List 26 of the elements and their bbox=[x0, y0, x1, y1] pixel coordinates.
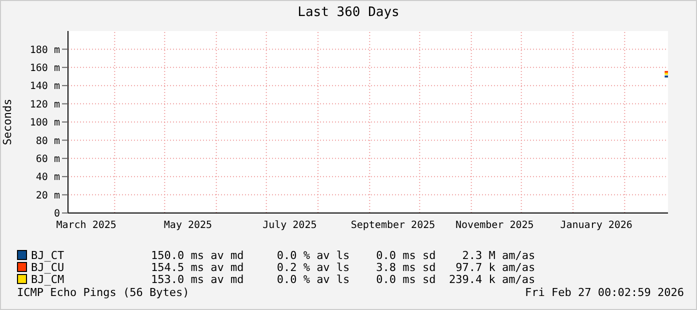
y-axis-title: Seconds bbox=[0, 98, 14, 146]
y-tick-label: 140 m bbox=[30, 81, 60, 92]
y-tick-label: 40 m bbox=[36, 172, 60, 184]
y-tick-label: 160 m bbox=[30, 62, 60, 74]
text: Fri Feb 27 00:02:59 2026 bbox=[525, 286, 684, 299]
y-tick-label: 80 m bbox=[36, 136, 60, 147]
legend-label: BJ_CT bbox=[31, 248, 66, 262]
text: ICMP Echo Pings (56 Bytes) bbox=[17, 286, 190, 299]
x-tick-label: January 2026 bbox=[560, 220, 632, 232]
x-tick-label: July 2025 bbox=[262, 220, 317, 232]
y-tick-label: 60 m bbox=[36, 154, 60, 165]
y-tick-label: 20 m bbox=[36, 190, 60, 202]
y-tick-label: 0 bbox=[54, 208, 60, 220]
x-tick-label: November 2025 bbox=[456, 220, 534, 232]
y-tick-label: 100 m bbox=[30, 118, 60, 129]
y-tick-label: 180 m bbox=[30, 44, 60, 56]
x-tick-label: May 2025 bbox=[164, 220, 212, 232]
legend-label: BJ_CU bbox=[31, 260, 66, 274]
text: 150.0 ms av md 0.0 % av ls 0.0 ms sd 2.3 M am/as bbox=[151, 248, 536, 262]
legend-label: BJ_CM bbox=[31, 272, 66, 286]
x-tick-label: March 2025 bbox=[56, 220, 116, 232]
y-tick-label: 120 m bbox=[30, 99, 60, 110]
chart-title: Last 360 Days bbox=[296, 4, 400, 22]
text: 154.5 ms av md 0.2 % av ls 3.8 ms sd 97.7 k am/as bbox=[151, 260, 536, 274]
x-tick-label: September 2025 bbox=[350, 220, 436, 232]
text: 153.0 ms av md 0.0 % av ls 0.0 ms sd 239.4 k am/as bbox=[151, 272, 536, 286]
